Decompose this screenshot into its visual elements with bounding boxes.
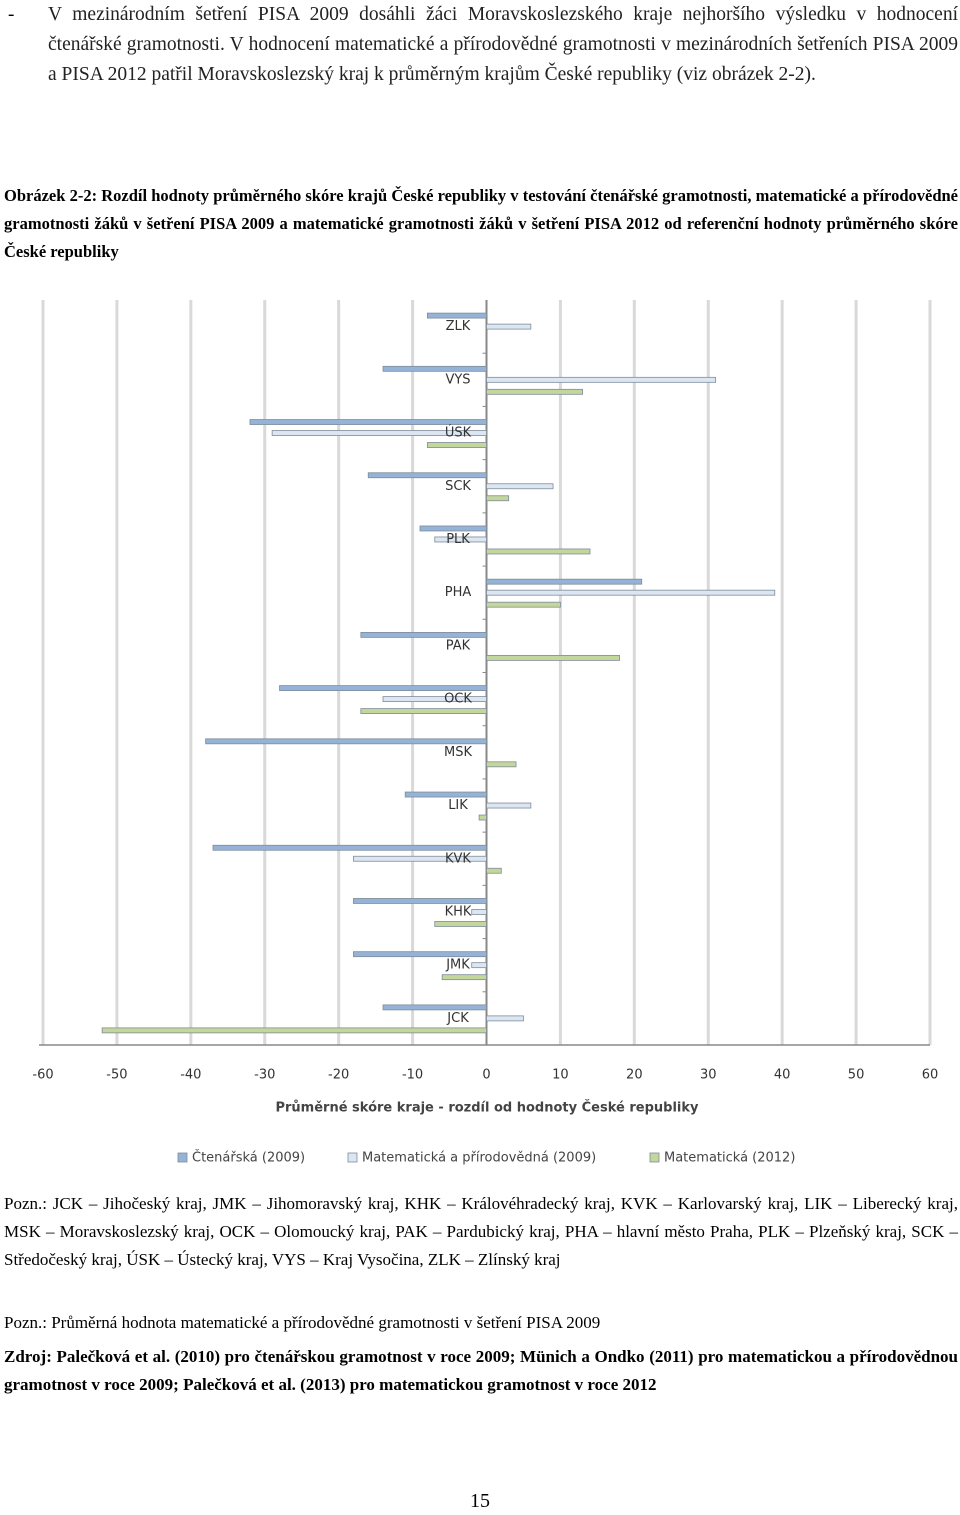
chart: Průměrné skóre kraje - rozdíl od hodnoty… [32,300,939,1166]
bar [486,495,510,502]
bar [486,376,717,383]
bar [471,962,487,969]
category-label: ÚSK [445,425,472,441]
bar [353,855,487,862]
x-tick-label: 30 [700,1068,717,1083]
bar [486,601,561,608]
bar [360,708,487,715]
x-tick-label: -20 [328,1068,349,1083]
x-tick-label: 10 [552,1068,569,1083]
bar [486,323,532,330]
category-label: JMK [445,958,470,973]
page-number: 15 [470,1490,490,1512]
bar [486,1015,524,1022]
legend-swatch [177,1152,188,1163]
category-label: LIK [448,798,468,813]
bar [486,761,517,768]
bar [486,483,554,490]
bar [212,844,487,851]
note: Pozn.: JCK – Jihočeský kraj, JMK – Jihom… [4,1194,958,1269]
bar [404,791,487,798]
bar [478,814,487,821]
bar [382,696,487,703]
category-label: KHK [445,904,472,919]
bar [419,525,487,532]
x-tick-label: -60 [32,1068,53,1083]
category-label: ZLK [446,319,471,334]
figure-caption: Obrázek 2-2: Rozdíl hodnoty průměrného s… [4,186,958,261]
bar [434,536,487,543]
category-label: JCK [446,1011,469,1026]
source: Zdroj: Palečková et al. (2010) pro čtená… [4,1347,958,1394]
bar [486,548,591,555]
x-tick-label: 50 [848,1068,865,1083]
category-label: PAK [446,638,471,653]
bar [101,1027,487,1034]
legend-label: Matematická a přírodovědná (2009) [362,1151,596,1166]
bar [426,312,487,319]
bar [486,654,620,661]
x-tick-label: -30 [254,1068,275,1083]
bar [486,578,643,585]
bar [441,974,487,981]
category-label: SCK [445,479,471,494]
legend-swatch [347,1152,358,1163]
category-label: PLK [446,532,470,547]
legend-label: Čtenářská (2009) [192,1150,305,1166]
bar [382,365,487,372]
bar [426,442,487,448]
bar [353,898,487,904]
bar [249,419,487,425]
note: Pozn.: Průměrná hodnota matematické a př… [4,1313,601,1332]
category-label: OCK [444,692,472,707]
x-tick-label: -10 [402,1068,423,1083]
x-tick-label: -40 [180,1068,201,1083]
bar [486,388,583,395]
x-tick-label: 60 [922,1068,939,1083]
bar [353,951,487,958]
bar [486,589,776,596]
x-axis-title: Průměrné skóre kraje - rozdíl od hodnoty… [275,1100,699,1116]
category-label: MSK [444,745,472,760]
legend-label: Matematická (2012) [664,1151,795,1166]
bar [367,472,487,479]
bar [279,685,487,692]
bar [434,921,487,927]
bar [382,1004,487,1011]
bar [360,631,487,638]
x-tick-label: 20 [626,1068,643,1083]
bar [471,909,487,915]
x-tick-label: 0 [482,1068,490,1083]
bar [486,802,532,809]
bar [271,430,487,436]
bar [205,738,487,745]
paragraph: V mezinárodním šetření PISA 2009 dosáhli… [48,4,958,85]
bar [486,867,502,874]
bullet: - [8,4,15,25]
category-label: PHA [445,585,472,600]
legend-swatch [649,1152,660,1163]
x-tick-label: 40 [774,1068,791,1083]
x-tick-label: -50 [106,1068,127,1083]
category-label: KVK [445,851,471,866]
category-label: VYS [445,372,470,387]
